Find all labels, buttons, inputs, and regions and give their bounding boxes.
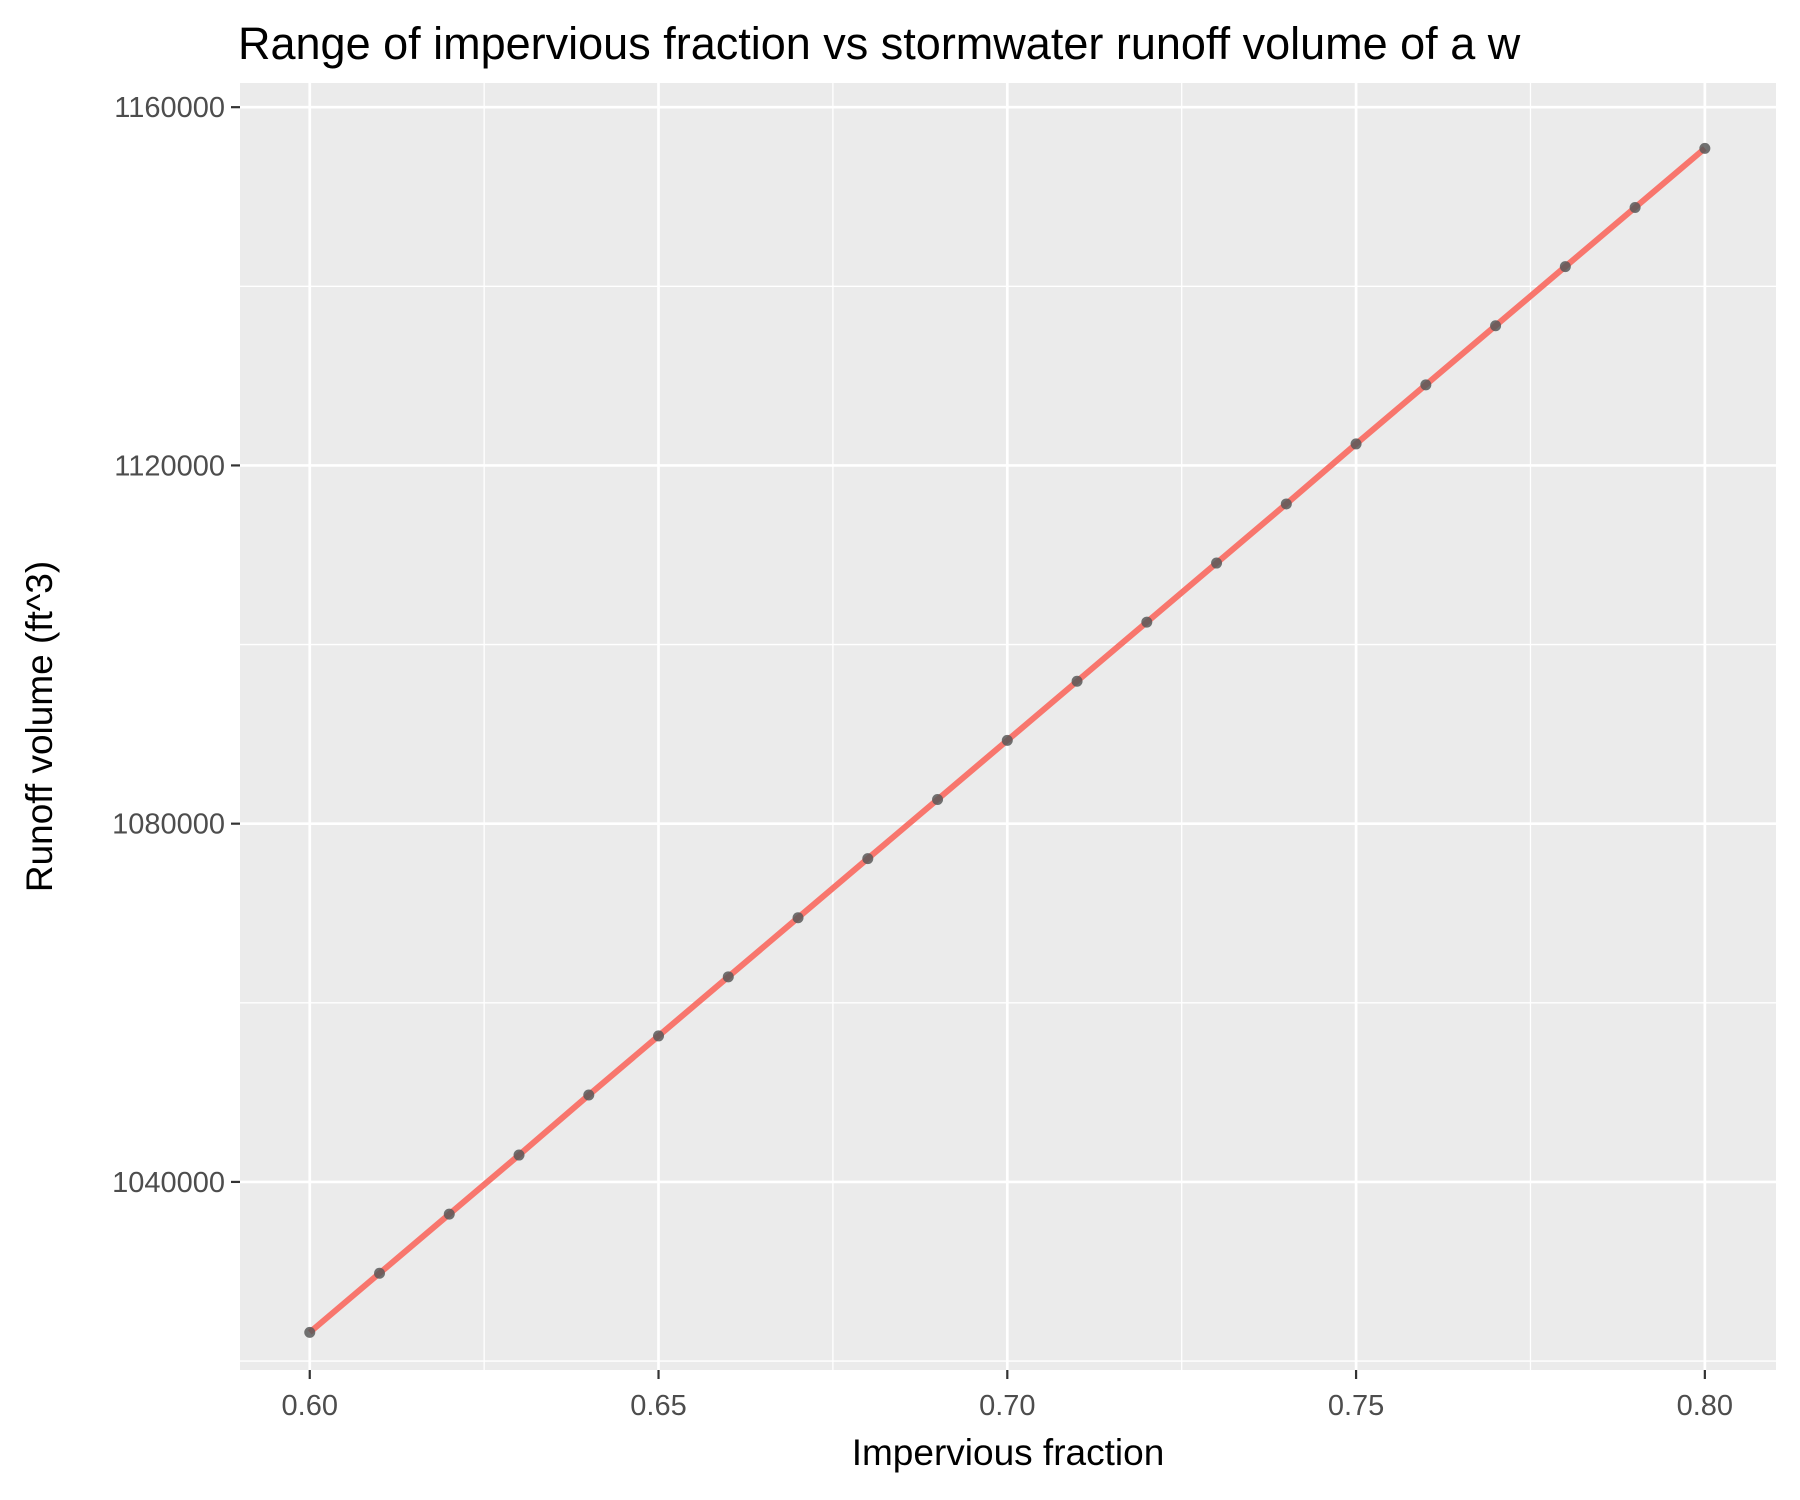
- data-point: [1001, 734, 1013, 746]
- y-tick-label: 1080000: [112, 809, 225, 841]
- data-point: [304, 1326, 316, 1338]
- data-point: [1420, 379, 1432, 391]
- data-point: [443, 1208, 455, 1220]
- data-point: [513, 1149, 525, 1161]
- data-point: [792, 912, 804, 924]
- y-tick-label: 1120000: [114, 450, 225, 482]
- data-point: [1141, 616, 1153, 628]
- x-tick-label: 0.80: [1677, 1390, 1733, 1422]
- data-point: [1280, 498, 1292, 510]
- y-tick-label: 1040000: [112, 1167, 225, 1199]
- data-point: [1490, 320, 1502, 332]
- data-point: [1211, 557, 1223, 569]
- data-point: [374, 1267, 386, 1279]
- x-tick-label: 0.65: [630, 1390, 686, 1422]
- data-point: [862, 853, 874, 865]
- data-point: [1699, 142, 1711, 154]
- x-tick-label: 0.60: [282, 1390, 338, 1422]
- data-point: [653, 1030, 665, 1042]
- chart-title: Range of impervious fraction vs stormwat…: [238, 18, 1521, 69]
- x-tick-label: 0.75: [1328, 1390, 1384, 1422]
- data-point: [1350, 438, 1362, 450]
- data-point: [722, 971, 734, 983]
- x-tick-label: 0.70: [979, 1390, 1035, 1422]
- data-point: [1629, 201, 1641, 213]
- y-axis-title: Runoff volume (ft^3): [19, 561, 60, 892]
- y-tick-label: 1160000: [114, 92, 225, 124]
- data-point: [1559, 261, 1571, 273]
- data-point: [1071, 675, 1083, 687]
- data-point: [583, 1089, 595, 1101]
- x-axis-title: Impervious fraction: [852, 1432, 1165, 1473]
- data-point: [932, 793, 944, 805]
